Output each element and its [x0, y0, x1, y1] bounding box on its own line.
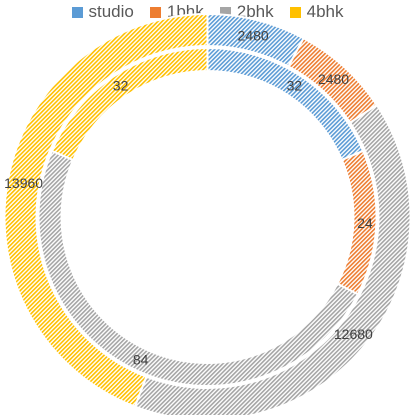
legend-swatch-1bhk [149, 6, 161, 18]
slice-ring1-4bhk [50, 46, 209, 162]
data-label-ring1-1bhk: 24 [357, 215, 373, 231]
data-label-ring2-studio: 2480 [238, 28, 269, 44]
data-label-ring2-2bhk: 12680 [334, 326, 373, 342]
data-label-ring1-studio: 32 [287, 78, 303, 94]
data-label-ring1-4bhk: 32 [113, 78, 129, 94]
slice-ring2-4bhk [3, 12, 209, 408]
data-label-ring1-2bhk: 84 [133, 352, 149, 368]
legend-label-4bhk: 4bhk [306, 2, 344, 21]
legend-item-2bhk: 2bhk [219, 2, 274, 22]
legend-swatch-4bhk [289, 6, 301, 18]
chart-legend: studio 1bhk 2bhk 4bhk [0, 0, 415, 24]
legend-item-4bhk: 4bhk [289, 2, 344, 22]
legend-label-studio: studio [88, 2, 134, 21]
legend-swatch-studio [71, 6, 83, 18]
legend-label-2bhk: 2bhk [236, 2, 274, 21]
data-label-ring2-4bhk: 13960 [4, 175, 43, 191]
legend-item-studio: studio [71, 2, 134, 22]
legend-swatch-2bhk [219, 6, 231, 18]
data-label-ring2-1bhk: 2480 [318, 71, 349, 87]
